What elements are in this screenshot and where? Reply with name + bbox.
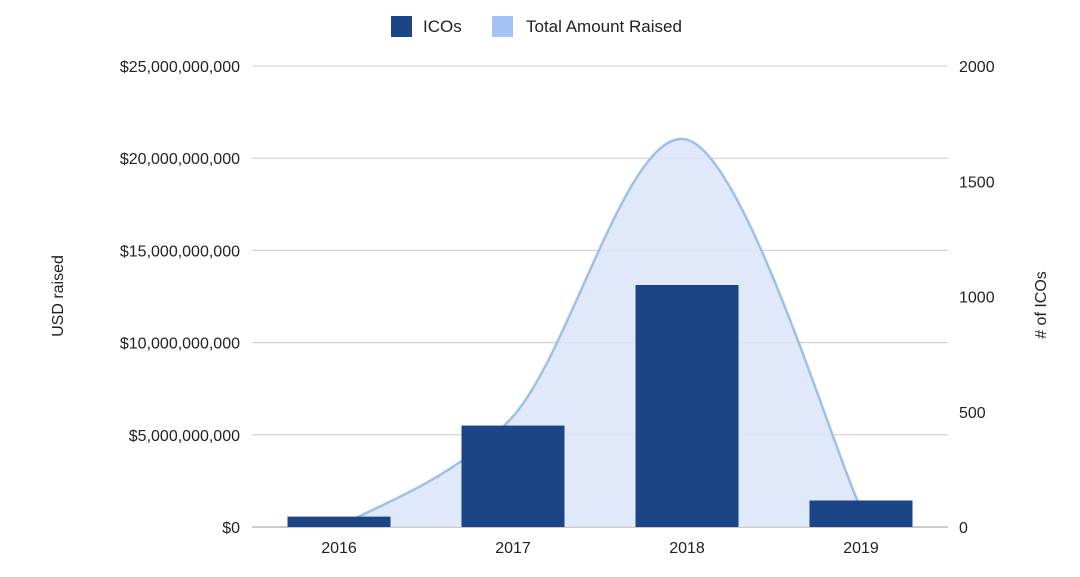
- legend-swatch-icos: [391, 16, 412, 37]
- x-tick-label: 2018: [669, 540, 705, 557]
- left-tick-label: $10,000,000,000: [120, 336, 240, 353]
- left-axis-title: USD raised: [50, 255, 67, 337]
- x-tick-label: 2016: [321, 540, 357, 557]
- legend-label-icos: ICOs: [423, 17, 462, 36]
- bar-icos-2017: [461, 425, 565, 527]
- right-tick-label: 0: [959, 520, 968, 537]
- bar-icos-2018: [635, 284, 739, 527]
- right-axis-title: # of ICOs: [1033, 271, 1050, 339]
- area-series: [338, 137, 863, 529]
- right-tick-label: 1500: [959, 174, 995, 191]
- left-tick-label: $20,000,000,000: [120, 151, 240, 168]
- bar-icos-2019: [809, 500, 913, 527]
- legend-item-total-amount: Total Amount Raised: [492, 16, 682, 37]
- bar-icos-2016: [287, 516, 391, 527]
- x-axis-ticks: 2016 2017 2018 2019: [321, 540, 879, 557]
- legend: ICOs Total Amount Raised: [391, 16, 682, 37]
- legend-label-total-amount: Total Amount Raised: [526, 17, 682, 36]
- right-axis-ticks: 0 500 1000 1500 2000: [959, 59, 995, 537]
- legend-swatch-total-amount: [492, 16, 513, 37]
- left-tick-label: $15,000,000,000: [120, 243, 240, 260]
- bar-series: [287, 284, 913, 527]
- x-tick-label: 2017: [495, 540, 531, 557]
- left-axis-ticks: $0 $5,000,000,000 $10,000,000,000 $15,000,0…: [120, 59, 240, 537]
- left-tick-label: $5,000,000,000: [129, 428, 240, 445]
- right-tick-label: 2000: [959, 59, 995, 76]
- legend-item-icos: ICOs: [391, 16, 462, 37]
- left-tick-label: $0: [222, 520, 240, 537]
- right-tick-label: 500: [959, 405, 986, 422]
- left-tick-label: $25,000,000,000: [120, 59, 240, 76]
- x-tick-label: 2019: [843, 540, 879, 557]
- area-line-total-amount: [338, 137, 863, 529]
- right-tick-label: 1000: [959, 290, 995, 307]
- area-fill-total-amount: [339, 139, 861, 527]
